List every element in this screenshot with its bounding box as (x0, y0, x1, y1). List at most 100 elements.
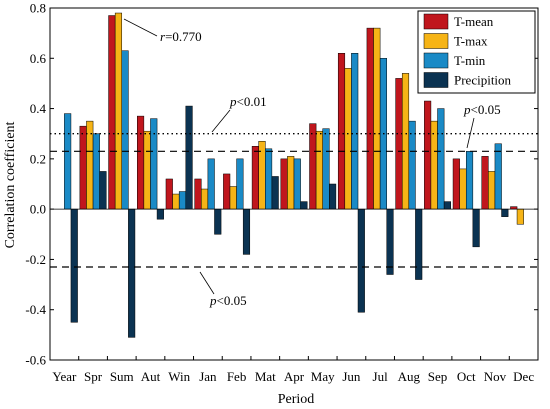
p001-annotation: p<0.01 (229, 94, 267, 109)
annotations: r=0.770 p<0.01 p<0.05 p<0.05 (123, 18, 501, 308)
bar-t-max-jan (201, 188, 209, 210)
bar-t-max-nov (488, 171, 496, 210)
x-tick-label: Jun (342, 369, 361, 384)
y-tick-label: 0.8 (30, 1, 46, 16)
bar-precipition-win (185, 105, 193, 210)
legend-swatch (423, 33, 449, 49)
bar-t-mean-win (165, 178, 173, 210)
bar-t-mean-jan (194, 178, 202, 210)
x-tick-label: Year (52, 369, 77, 384)
legend-swatch (423, 72, 449, 88)
bar-precipition-aug (415, 208, 423, 280)
legend-label: T-max (454, 34, 488, 49)
bar-precipition-jan (214, 208, 222, 235)
bar-t-max-jun (344, 68, 352, 210)
x-tick-label: Aug (398, 369, 421, 384)
x-tick-label: Sum (110, 369, 134, 384)
bar-t-max-aug (401, 73, 410, 210)
bar-t-mean-nov (481, 156, 489, 210)
bar-precipition-aut (156, 208, 164, 220)
x-tick-label: May (311, 369, 335, 384)
y-axis: -0.6 -0.4 -0.2 0.0 0.2 0.4 0.6 0.8 (25, 1, 538, 368)
bar-t-min-oct (465, 151, 474, 210)
bar-t-max-dec (516, 208, 524, 225)
bar-precipition-jul (386, 208, 394, 275)
x-tick-label: Jan (199, 369, 217, 384)
x-axis-title: Period (278, 392, 315, 407)
y-axis-title: Correlation coefficient (3, 121, 18, 248)
legend-swatch (423, 52, 449, 69)
bar-t-min-mat (265, 148, 273, 210)
bar-precipition-mat (271, 176, 279, 210)
bar-precipition-oct (472, 208, 480, 248)
bar-t-min-sep (437, 108, 445, 210)
bar-precipition-feb (242, 208, 251, 255)
x-tick-label: Apr (284, 369, 305, 384)
bar-t-min-jun (351, 53, 359, 210)
bar-t-mean-sep (424, 100, 432, 210)
bar-precipition-year (70, 208, 78, 323)
y-tick-label: -0.6 (25, 353, 46, 368)
bar-t-max-sep (430, 120, 438, 210)
bar-t-max-win (172, 193, 180, 210)
x-tick-label: Feb (227, 369, 247, 384)
x-tick-label: Sep (428, 369, 448, 384)
bar-t-max-oct (459, 168, 467, 210)
bar-t-min-feb (236, 158, 244, 210)
bar-t-max-aut (143, 130, 151, 210)
bar-t-min-jan (207, 158, 215, 210)
bar-t-min-sum (121, 50, 129, 210)
x-tick-label: Oct (457, 369, 476, 384)
reference-lines (50, 133, 538, 268)
bar-t-min-aut (150, 118, 158, 210)
y-tick-label: -0.4 (25, 302, 46, 317)
x-tick-label: Jul (373, 369, 389, 384)
x-tick-label: Spr (84, 369, 103, 384)
p005-lower-annotation: p<0.05 (209, 293, 247, 308)
bar-t-max-may (315, 130, 323, 210)
bar-t-mean-sum (108, 15, 116, 210)
bar-t-max-feb (229, 186, 237, 210)
bar-precipition-sum (128, 208, 136, 338)
bar-t-mean-mat (251, 146, 259, 210)
bar-t-min-may (322, 128, 330, 210)
bar-t-mean-spr (79, 125, 87, 210)
bar-t-mean-oct (452, 158, 460, 210)
bar-precipition-sep (443, 201, 451, 210)
p005-lower-annotation-leader (199, 271, 215, 295)
bar-t-min-apr (293, 158, 301, 210)
y-tick-label: 0.4 (30, 101, 47, 116)
legend-label: T-mean (454, 14, 494, 29)
bar-t-mean-aug (395, 78, 403, 210)
bar-t-min-spr (92, 133, 100, 210)
bar-precipition-nov (501, 208, 509, 217)
x-tick-label: Aut (141, 369, 161, 384)
p005-upper-annotation: p<0.05 (463, 102, 501, 117)
bar-t-max-jul (373, 27, 381, 210)
y-tick-label: 0.0 (30, 202, 46, 217)
bar-t-mean-feb (223, 173, 231, 210)
bar-t-mean-jul (366, 27, 374, 210)
bar-t-min-year (64, 113, 72, 210)
x-tick-label: Dec (513, 369, 534, 384)
bar-t-min-nov (494, 143, 502, 210)
x-tick-label: Mat (255, 369, 276, 384)
bar-precipition-spr (99, 171, 107, 210)
plot-frame (49, 7, 539, 361)
p001-annotation-leader (211, 109, 231, 133)
bar-group (50, 12, 538, 338)
x-tick-label: Nov (484, 369, 507, 384)
bar-t-mean-may (309, 123, 317, 210)
x-tick-label: Win (168, 369, 190, 384)
r-annotation: r=0.770 (160, 29, 202, 44)
y-tick-label: 0.6 (30, 51, 47, 66)
bar-t-max-apr (287, 156, 295, 210)
bar-t-min-aug (408, 120, 416, 210)
legend-swatch (423, 13, 449, 30)
bar-precipition-may (329, 183, 337, 210)
bar-precipition-apr (300, 201, 308, 210)
r-annotation-leader (123, 18, 158, 37)
y-tick-label: 0.2 (30, 151, 46, 166)
legend-label: Precipition (454, 73, 512, 88)
